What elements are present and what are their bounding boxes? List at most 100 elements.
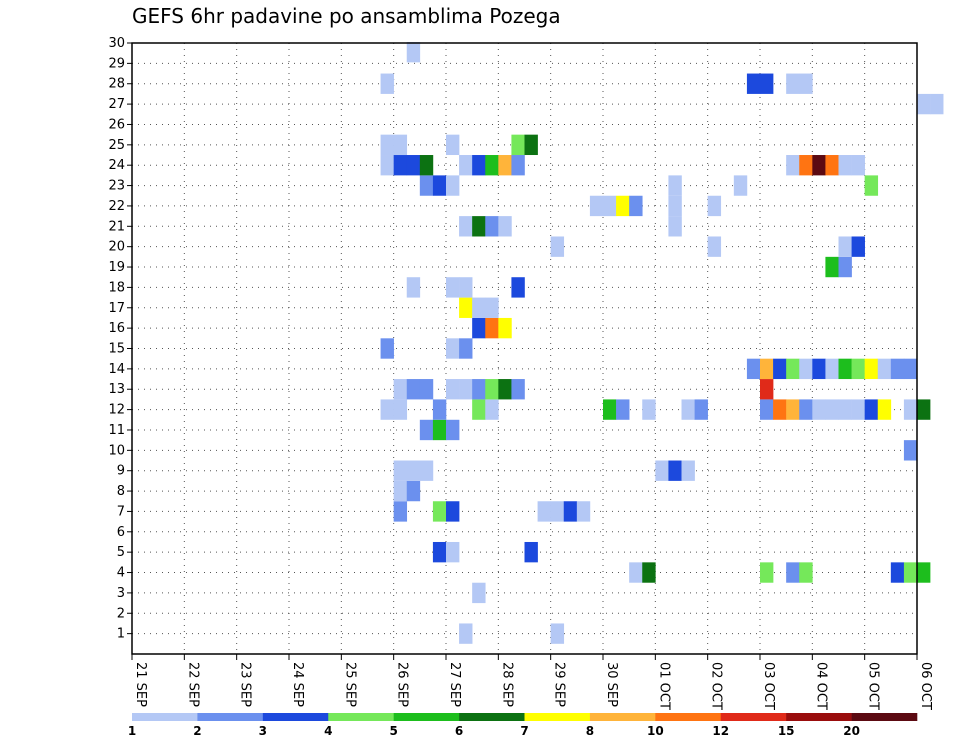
y-tick-label: 19 (108, 260, 125, 275)
heatmap-cell (485, 155, 499, 176)
heatmap-cell (838, 358, 852, 380)
heatmap-cell (472, 582, 486, 604)
y-tick-label: 9 (117, 464, 125, 479)
heatmap-cell (707, 236, 722, 257)
heatmap-cell (485, 297, 499, 318)
y-tick-label: 29 (108, 56, 125, 71)
heatmap-cell (419, 379, 434, 400)
x-tick-label: 30 SEP (604, 662, 619, 707)
y-tick-label: 1 (117, 627, 125, 642)
x-tick-label: 05 OCT (866, 662, 881, 710)
heatmap-cell (459, 379, 473, 400)
heatmap-cell (419, 419, 434, 441)
heatmap-cell (406, 460, 421, 481)
heatmap-cell (681, 460, 695, 481)
heatmap-cell (825, 399, 839, 420)
heatmap-cell (406, 277, 421, 298)
colorbar-label: 10 (647, 724, 664, 738)
heatmap-cell (681, 399, 695, 420)
colorbar-label: 3 (259, 724, 267, 738)
heatmap-cell (459, 277, 473, 298)
colorbar-segment (328, 713, 394, 721)
heatmap-cell (877, 358, 892, 380)
y-tick-label: 25 (108, 138, 125, 153)
heatmap-cell (746, 73, 761, 94)
heatmap-cell (864, 358, 879, 380)
heatmap-cell (459, 623, 473, 644)
heatmap-cell (459, 216, 473, 237)
heatmap-cell (459, 155, 473, 176)
x-tick-label: 22 SEP (185, 662, 200, 707)
colorbar-segment (655, 713, 722, 721)
colorbar-segment (524, 713, 591, 721)
heatmap-cell (446, 379, 460, 400)
heatmap-cell (432, 419, 447, 441)
y-tick-label: 7 (117, 504, 125, 519)
y-tick-label: 16 (108, 321, 125, 336)
heatmap-cell (550, 501, 565, 522)
heatmap-cell (472, 317, 486, 339)
heatmap-cell (799, 358, 813, 380)
heatmap-cell (485, 216, 499, 237)
x-tick-label: 26 SEP (395, 662, 410, 707)
heatmap-cell (446, 277, 460, 298)
heatmap-cell (459, 297, 473, 318)
heatmap-cell (446, 134, 460, 156)
heatmap-cell (472, 155, 486, 176)
heatmap-cell (406, 41, 421, 63)
heatmap-cell (825, 256, 839, 278)
y-tick-label: 22 (108, 199, 125, 214)
heatmap-cell (498, 317, 512, 339)
colorbar-segment (720, 713, 787, 721)
heatmap-cell (799, 155, 813, 176)
heatmap-cell (432, 175, 447, 196)
heatmap-cell (786, 562, 800, 583)
heatmap-cell (838, 236, 852, 257)
colorbar-label: 2 (193, 724, 201, 738)
heatmap-cell (812, 155, 826, 176)
colorbar-label: 1 (128, 724, 136, 738)
y-tick-label: 11 (108, 423, 125, 438)
heatmap-cell (773, 358, 787, 380)
y-tick-label: 8 (117, 484, 125, 499)
y-tick-label: 2 (117, 606, 125, 621)
y-tick-label: 28 (108, 77, 125, 92)
heatmap-cell (485, 399, 499, 420)
heatmap-cell (668, 195, 682, 217)
colorbar-segment (132, 713, 198, 721)
colorbar-label: 6 (455, 724, 463, 738)
colorbar-segment (851, 713, 918, 721)
y-tick-label: 20 (108, 240, 125, 255)
heatmap-cell (864, 175, 879, 196)
heatmap-cell (616, 399, 630, 420)
y-tick-label: 15 (108, 342, 125, 357)
x-tick-label: 25 SEP (342, 662, 357, 707)
heatmap-cell (903, 562, 918, 583)
heatmap-cell (838, 155, 852, 176)
heatmap-cell (917, 93, 931, 115)
heatmap-cell (760, 379, 774, 400)
y-tick-label: 18 (108, 280, 125, 295)
colorbar-label: 4 (324, 724, 332, 738)
heatmap-cell (903, 440, 918, 461)
heatmap-cell (472, 297, 486, 318)
heatmap-cell (760, 562, 774, 583)
colorbar-segment (262, 713, 329, 721)
x-tick-label: 24 SEP (290, 662, 305, 707)
heatmap-cell (616, 195, 630, 217)
heatmap-cell (380, 338, 394, 359)
heatmap-cell (498, 155, 512, 176)
heatmap-cell (393, 155, 408, 176)
colorbar-label: 7 (520, 724, 528, 738)
heatmap-cell (550, 236, 565, 257)
x-tick-label: 29 SEP (552, 662, 567, 707)
heatmap-cell (733, 175, 748, 196)
heatmap-cell (406, 155, 421, 176)
heatmap-cell (380, 73, 394, 94)
heatmap-cell (524, 134, 538, 156)
heatmap-cell (799, 399, 813, 420)
heatmap-cell (812, 399, 826, 420)
heatmap-cell (380, 399, 394, 420)
heatmap-cell (838, 399, 852, 420)
